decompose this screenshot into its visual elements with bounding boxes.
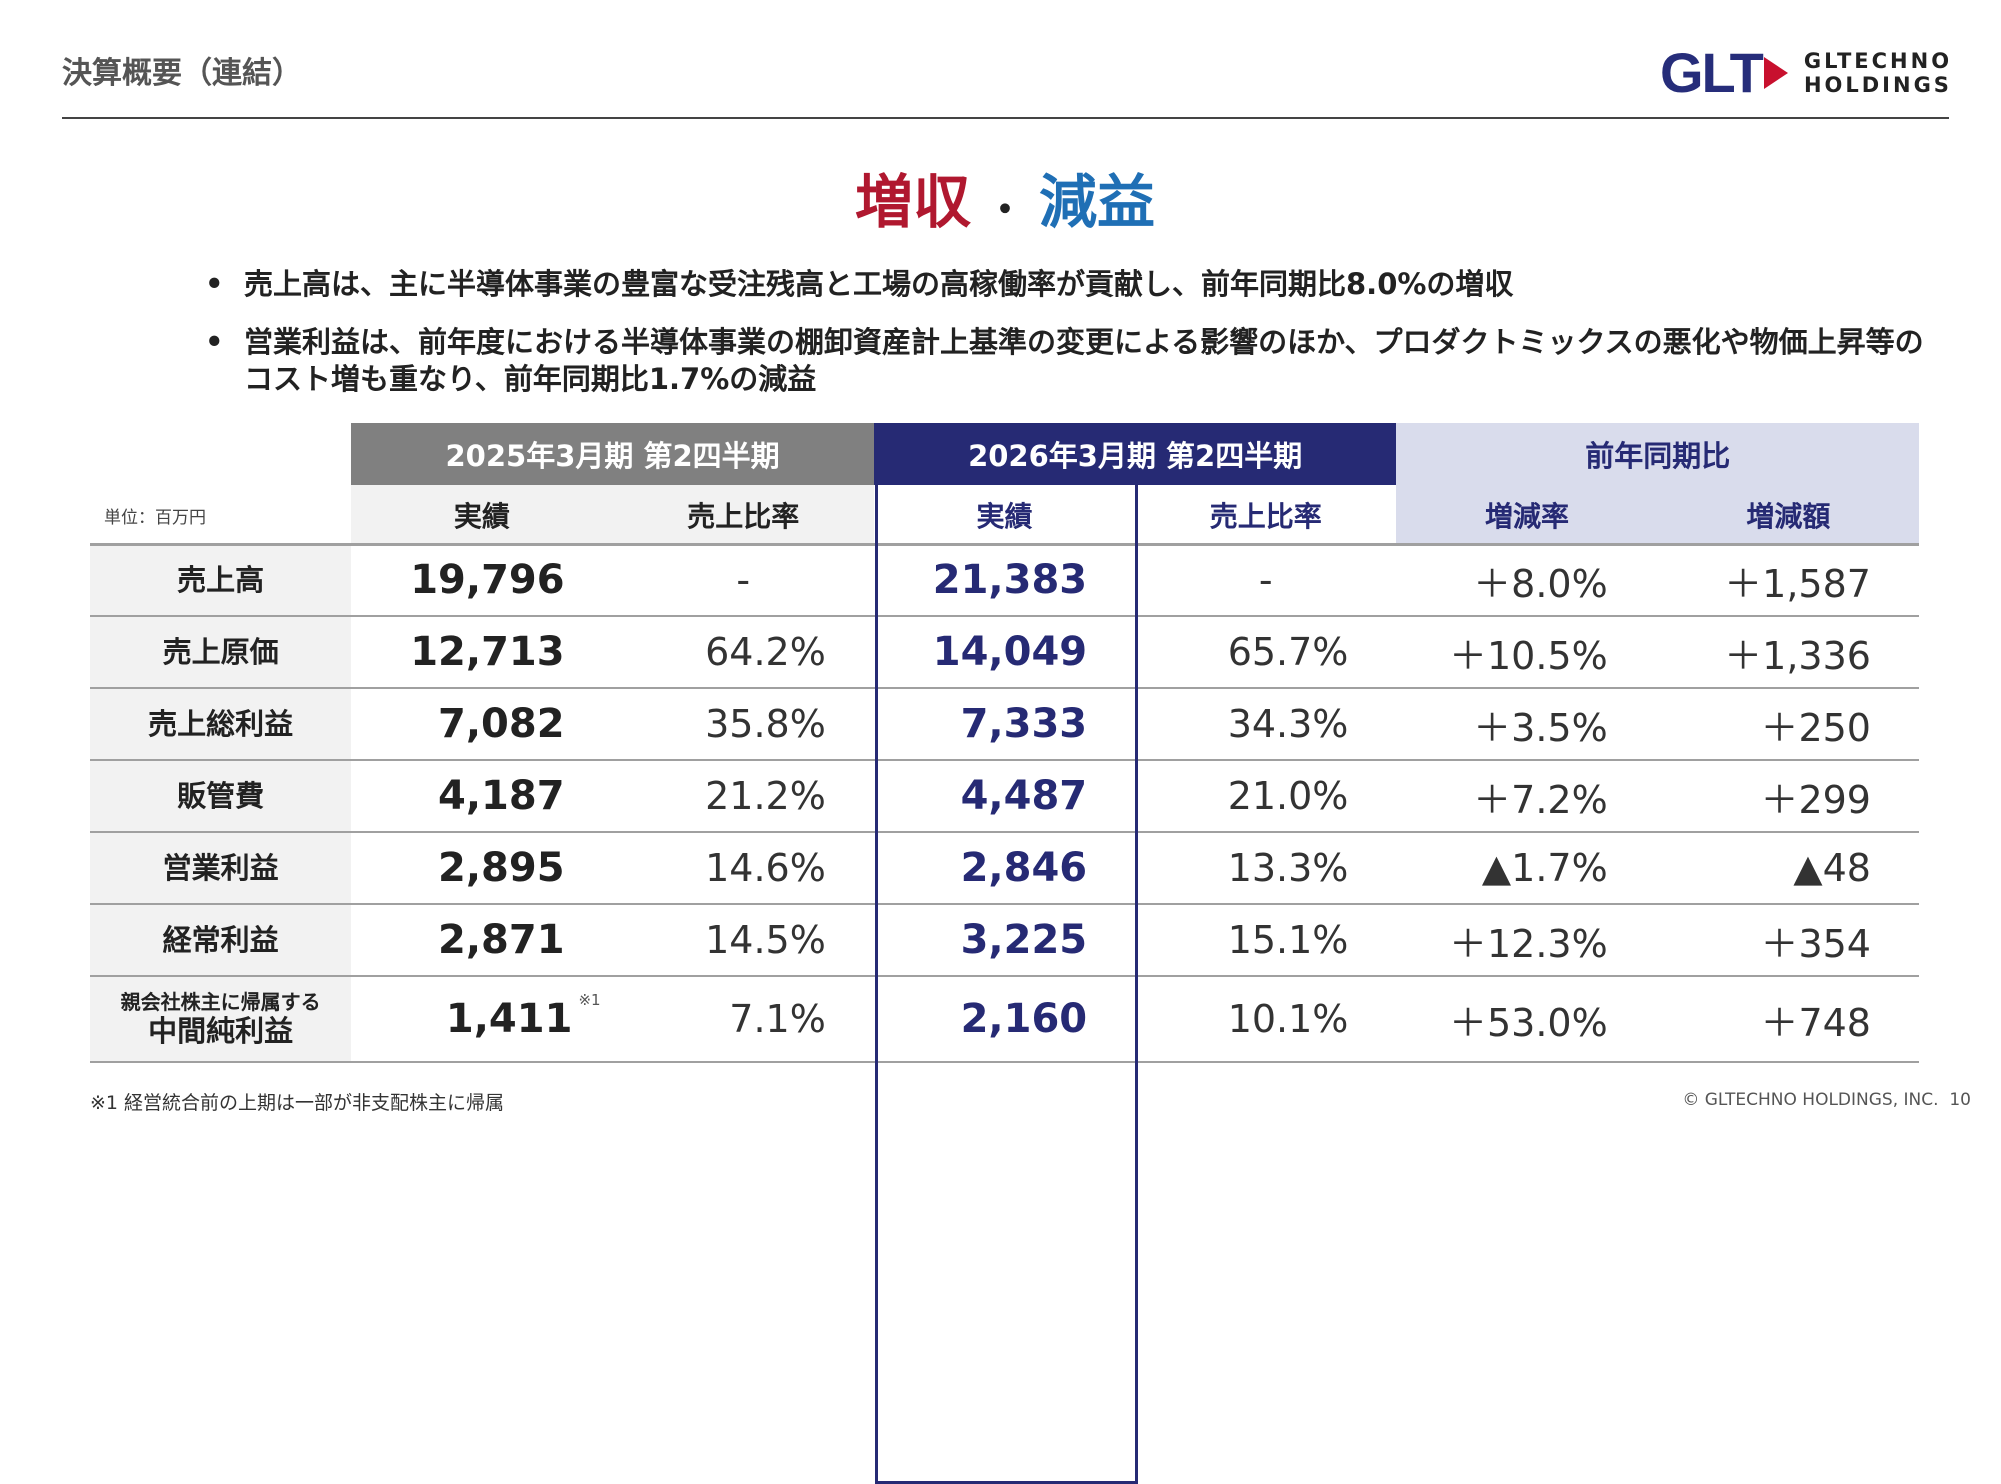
subheader: 売上比率 — [1209, 500, 1322, 533]
footnote: ※1 経営統合前の上期は一部が非支配株主に帰属 — [90, 1092, 505, 1114]
row-label: 販管費 — [90, 761, 352, 833]
copyright: © GLTECHNO HOLDINGS, INC. 10 — [1682, 1090, 1971, 1110]
subheader: 実績 — [351, 485, 613, 545]
prev-ratio: 7.1% — [612, 977, 874, 1063]
table-row: 売上総利益 7,082 35.8% 7,333 34.3% ＋3.5% ＋250 — [90, 689, 1919, 761]
change-rate: ＋12.3% — [1396, 905, 1658, 977]
bullet-marker: • — [205, 325, 224, 359]
table-subheader: 単位：百万円 実績 売上比率 実績 売上比率 増減率 増減額 — [90, 485, 1919, 545]
bullet-marker: • — [205, 267, 224, 301]
row-label-text: 経常利益 — [162, 923, 279, 957]
change-amount: ＋354 — [1657, 905, 1919, 977]
current-ratio: 34.3% — [1135, 689, 1397, 761]
row-label-text: 営業利益 — [162, 851, 279, 885]
prev-actual: 7,082 — [351, 689, 613, 761]
row-label-text: 売上原価 — [162, 635, 279, 669]
bullet-item: • 売上高は、主に半導体事業の豊富な受注残高と工場の高稼働率が貢献し、前年同期比8… — [205, 266, 1925, 303]
table-row: 営業利益 2,895 14.6% 2,846 13.3% ▲1.7% ▲48 — [90, 833, 1919, 905]
subheader: 増減額 — [1657, 485, 1919, 545]
prev-ratio: 14.5% — [612, 905, 874, 977]
group-yoy: 前年同期比 — [1396, 423, 1920, 485]
row-label: 経常利益 — [90, 905, 352, 977]
row-label: 売上高 — [90, 545, 352, 617]
change-amount: ▲48 — [1657, 833, 1919, 905]
table-row: 販管費 4,187 21.2% 4,487 21.0% ＋7.2% ＋299 — [90, 761, 1919, 833]
prev-actual: 12,713 — [351, 617, 613, 689]
prev-ratio: 35.8% — [612, 689, 874, 761]
prev-actual: 4,187 — [351, 761, 613, 833]
footnote-marker: ※1 — [578, 991, 601, 1009]
logo-mark: GLT — [1660, 40, 1788, 105]
current-actual: 14,049 — [873, 617, 1136, 689]
group-current-year: 2026年3月期 第2四半期 — [873, 423, 1397, 485]
change-amount: ＋748 — [1657, 977, 1919, 1063]
bullet-text: 営業利益は、前年度における半導体事業の棚卸資産計上基準の変更による影響のほか、プ… — [244, 325, 1924, 396]
current-actual: 2,160 — [873, 977, 1136, 1063]
subheader: 売上比率 — [612, 485, 874, 545]
row-label-text: 売上総利益 — [148, 707, 294, 741]
table-group-header: 2025年3月期 第2四半期 2026年3月期 第2四半期 前年同期比 — [90, 423, 1920, 485]
empty-cell — [90, 423, 351, 485]
table-row: 親会社株主に帰属する 中間純利益 1,411 ※1 7.1% 2,160 10.1% ＋53.… — [90, 977, 1919, 1063]
subheader: 実績 — [976, 500, 1033, 533]
current-actual: 3,225 — [873, 905, 1136, 977]
headline-down: 減益 — [1039, 168, 1156, 236]
prev-ratio: - — [612, 545, 874, 617]
row-label: 売上総利益 — [90, 689, 352, 761]
current-actual: 4,487 — [873, 761, 1136, 833]
company-logo: GLT GLTECHNO HOLDINGS — [1660, 40, 1952, 105]
row-label: 売上原価 — [90, 617, 352, 689]
header-divider-line — [90, 543, 1919, 546]
current-ratio: 65.7% — [1135, 617, 1397, 689]
current-ratio: 10.1% — [1135, 977, 1397, 1063]
prev-ratio: 21.2% — [612, 761, 874, 833]
prev-actual: 2,895 — [351, 833, 613, 905]
table-row: 売上原価 12,713 64.2% 14,049 65.7% ＋10.5% ＋1,336 — [90, 617, 1919, 689]
prev-ratio: 14.6% — [612, 833, 874, 905]
header-divider — [62, 117, 1949, 119]
table-row: 売上高 19,796-21,383- ＋8.0% ＋1,587 — [90, 545, 1919, 617]
prev-ratio: 64.2% — [612, 617, 874, 689]
row-label-prefix: 親会社株主に帰属する — [120, 990, 321, 1014]
change-rate: ＋3.5% — [1396, 689, 1658, 761]
group-prev-year: 2025年3月期 第2四半期 — [351, 423, 874, 485]
prev-actual: 1,411 ※1 — [351, 977, 613, 1063]
row-label: 営業利益 — [90, 833, 352, 905]
logo-name: GLTECHNO HOLDINGS — [1803, 48, 1953, 97]
subheader: 増減率 — [1396, 485, 1658, 545]
current-actual: 21,383 — [873, 545, 1136, 617]
change-amount: ＋1,587 — [1657, 545, 1919, 617]
current-ratio: 15.1% — [1135, 905, 1397, 977]
headline: 増収・減益 — [0, 155, 2001, 239]
change-rate: ＋8.0% — [1396, 545, 1658, 617]
page-number: 10 — [1949, 1090, 1971, 1110]
change-amount: ＋1,336 — [1657, 617, 1919, 689]
bullet-item: • 営業利益は、前年度における半導体事業の棚卸資産計上基準の変更による影響のほか、… — [205, 324, 1925, 398]
bullet-text: 売上高は、主に半導体事業の豊富な受注残高と工場の高稼働率が貢献し、前年同期比8.… — [244, 267, 1514, 301]
row-label-text: 中間純利益 — [148, 1014, 294, 1048]
current-actual: 2,846 — [873, 833, 1136, 905]
financial-summary-table: 2025年3月期 第2四半期 2026年3月期 第2四半期 前年同期比 単位：百… — [90, 423, 1920, 1484]
change-rate: ＋7.2% — [1396, 761, 1658, 833]
current-ratio: - — [1135, 545, 1397, 617]
change-rate: ＋10.5% — [1396, 617, 1658, 689]
prev-actual: 19,796 — [351, 545, 613, 617]
row-label-text: 売上高 — [177, 563, 265, 597]
change-rate: ▲1.7% — [1396, 833, 1658, 905]
page-title: 決算概要（連結） — [62, 56, 302, 91]
current-ratio: 21.0% — [1135, 761, 1397, 833]
current-actual: 7,333 — [873, 689, 1136, 761]
unit-label: 単位：百万円 — [104, 507, 206, 528]
change-rate: ＋53.0% — [1396, 977, 1658, 1063]
logo-triangle-icon — [1763, 56, 1788, 89]
change-amount: ＋250 — [1657, 689, 1919, 761]
table-row: 経常利益 2,871 14.5% 3,225 15.1% ＋12.3% ＋354 — [90, 905, 1919, 977]
current-ratio: 13.3% — [1135, 833, 1397, 905]
row-label-text: 販管費 — [177, 779, 265, 813]
prev-actual: 2,871 — [351, 905, 613, 977]
headline-up: 増収 — [854, 168, 971, 236]
row-label: 親会社株主に帰属する 中間純利益 — [90, 977, 352, 1063]
headline-dot: ・ — [985, 186, 1025, 233]
change-amount: ＋299 — [1657, 761, 1919, 833]
